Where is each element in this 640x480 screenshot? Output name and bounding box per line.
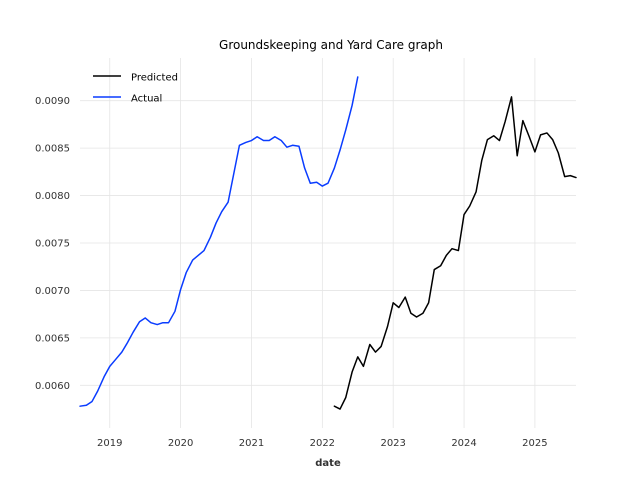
x-tick-label: 2020 bbox=[168, 438, 193, 449]
y-tick-label: 0.0085 bbox=[35, 144, 70, 155]
y-tick-label: 0.0065 bbox=[35, 333, 70, 344]
y-tick-label: 0.0075 bbox=[35, 239, 70, 250]
x-tick-label: 2023 bbox=[380, 438, 405, 449]
x-tick-label: 2024 bbox=[451, 438, 476, 449]
x-tick-label: 2022 bbox=[310, 438, 335, 449]
x-tick-label: 2021 bbox=[239, 438, 264, 449]
chart-title: Groundskeeping and Yard Care graph bbox=[219, 38, 443, 52]
y-axis-ticks: 0.0060 0.0065 0.0070 0.0075 0.0080 0.0085 0.00… bbox=[35, 96, 70, 392]
x-tick-label: 2019 bbox=[97, 438, 122, 449]
legend-label-actual: Actual bbox=[131, 94, 162, 105]
legend-label-predicted: Predicted bbox=[131, 73, 178, 84]
y-tick-label: 0.0060 bbox=[35, 381, 70, 392]
grid bbox=[80, 58, 576, 428]
series-line-predicted bbox=[333, 96, 577, 410]
x-tick-label: 2025 bbox=[522, 438, 547, 449]
y-tick-label: 0.0070 bbox=[35, 286, 70, 297]
legend: Predicted Actual bbox=[93, 73, 178, 105]
series-lines bbox=[79, 76, 577, 410]
y-tick-label: 0.0080 bbox=[35, 191, 70, 202]
series-line-actual bbox=[79, 76, 359, 407]
x-axis-label: date bbox=[315, 458, 341, 469]
x-axis-ticks: 2019 2020 2021 2022 2023 2024 2025 bbox=[97, 438, 548, 449]
y-tick-label: 0.0090 bbox=[35, 96, 70, 107]
